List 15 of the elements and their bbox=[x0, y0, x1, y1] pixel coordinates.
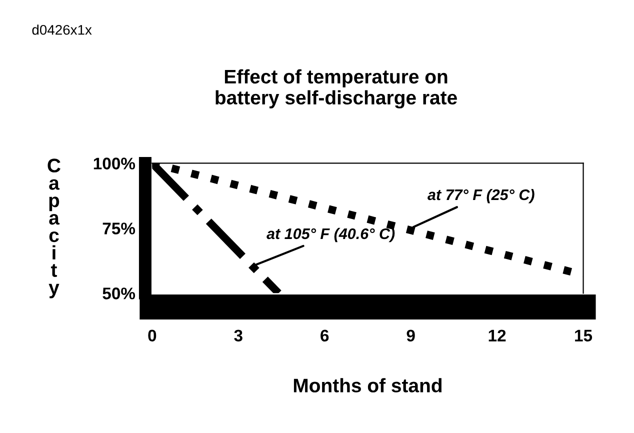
annotation: at 77° F (25° C) bbox=[428, 188, 534, 204]
x-tick-label: 9 bbox=[406, 330, 415, 342]
annotation: at 105° F (40.6° C) bbox=[266, 228, 395, 242]
x-tick-label: 12 bbox=[488, 330, 506, 342]
text: d0426x1x bbox=[32, 24, 92, 35]
x-tick-label: 15 bbox=[575, 330, 592, 342]
x-tick-label: 0 bbox=[148, 330, 156, 342]
y-tick-label: 100% bbox=[94, 158, 136, 170]
y-axis-title: Capacity bbox=[48, 158, 60, 298]
x-axis-title: Months of stand bbox=[294, 378, 442, 392]
x-tick-label: 3 bbox=[234, 330, 242, 342]
x-tick-label: 6 bbox=[320, 330, 329, 342]
y-tick-label: 75% bbox=[102, 222, 136, 234]
y-tick-label: 50% bbox=[102, 288, 136, 300]
chart-title: Effect of temperature on battery self-discharge rate bbox=[216, 69, 457, 108]
